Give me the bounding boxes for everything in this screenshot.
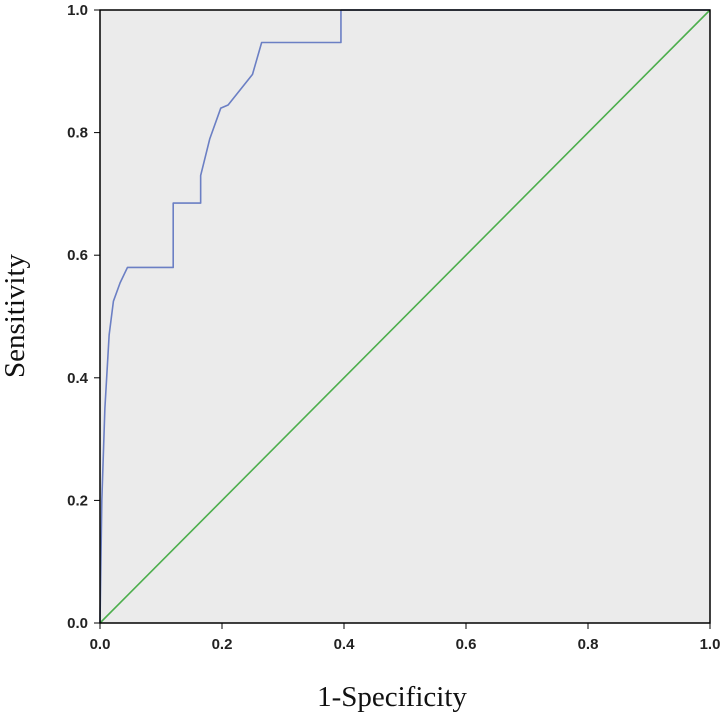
x-tick-label: 1.0	[700, 636, 721, 653]
x-tick-label: 0.0	[90, 636, 111, 653]
y-tick-label: 0.8	[67, 125, 88, 142]
y-tick-label: 0.2	[67, 492, 88, 509]
tick-layer: 0.0 0.2 0.4 0.6 0.8 1.0 0.0 0.2 0.4 0.6 0.8 1.0	[67, 2, 720, 653]
reference-diagonal-line	[99, 9, 711, 624]
y-tick-label: 0.0	[67, 615, 88, 632]
y-tick-label: 0.6	[67, 247, 88, 264]
y-axis-title: Sensitivity	[0, 253, 31, 378]
x-tick-label: 0.8	[578, 636, 599, 653]
series-layer	[99, 9, 711, 624]
y-tick-label: 1.0	[67, 2, 88, 19]
x-tick-label: 0.2	[212, 636, 233, 653]
x-tick-label: 0.6	[456, 636, 477, 653]
y-tick-label: 0.4	[67, 370, 89, 387]
x-tick-label: 0.4	[334, 636, 356, 653]
plot-frame	[99, 9, 711, 624]
x-axis-title: 1-Specificity	[317, 681, 467, 713]
roc-curve-line	[99, 9, 710, 624]
